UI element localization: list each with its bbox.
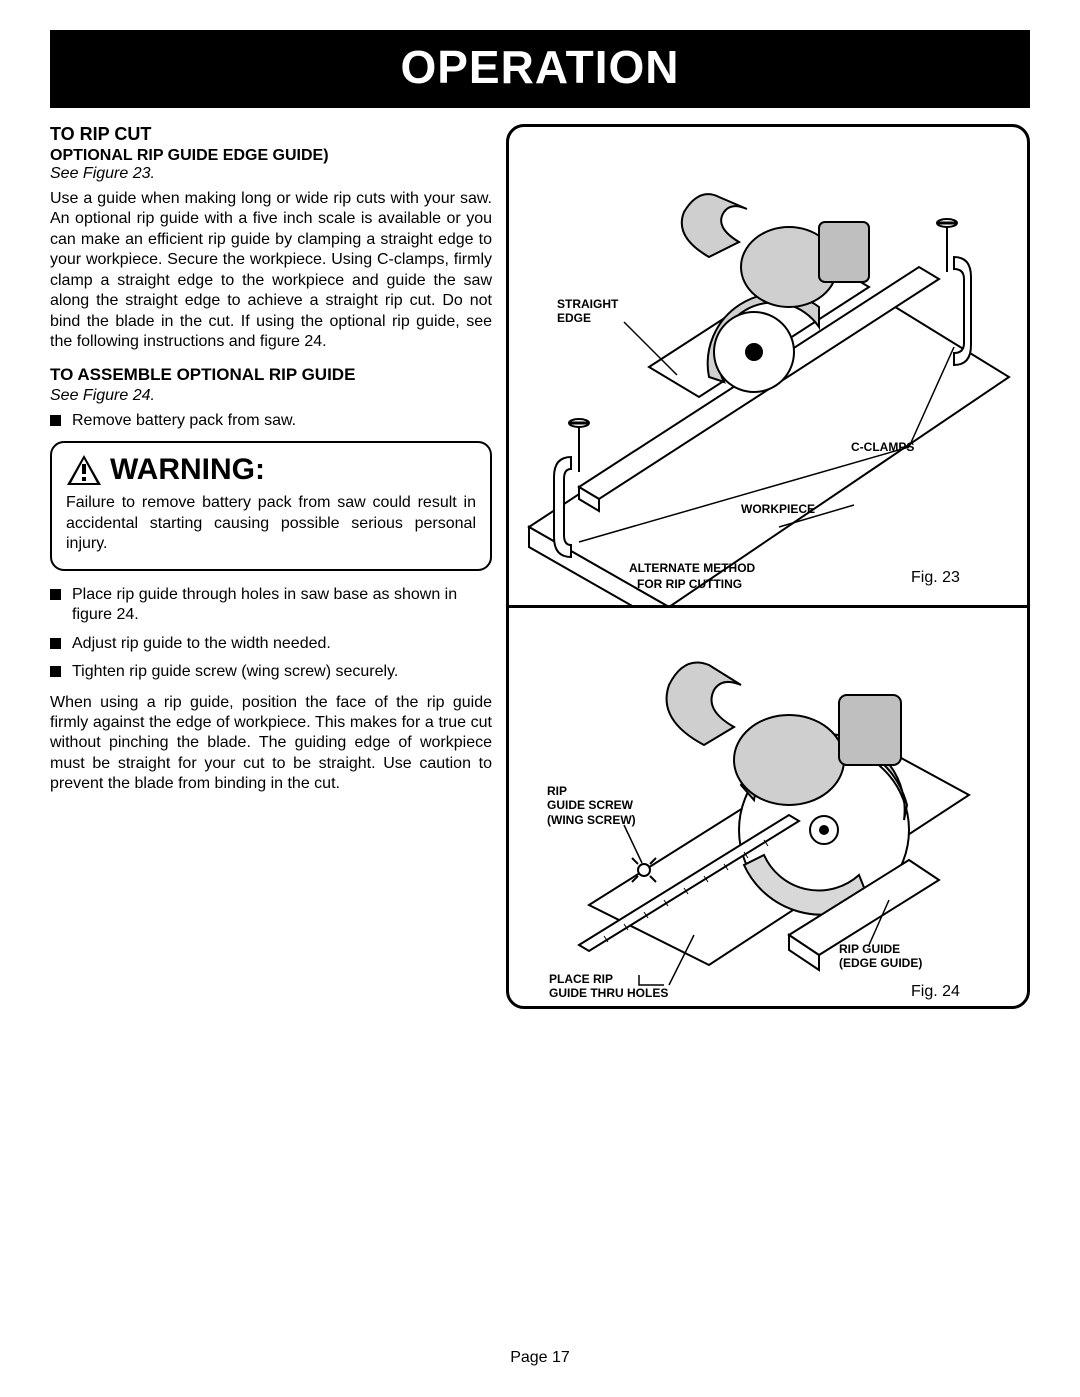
label-c-clamps: C-CLAMPS — [851, 440, 914, 454]
warning-title: WARNING: — [110, 453, 265, 487]
bullet-place-rip-guide: Place rip guide through holes in saw bas… — [50, 585, 492, 626]
warning-text: Failure to remove battery pack from saw … — [66, 493, 476, 554]
fig23-caption2: FOR RIP CUTTING — [637, 577, 742, 591]
section1-seefig: See Figure 23. — [50, 165, 492, 183]
label-place-rip-guide: PLACE RIP GUIDE THRU HOLES — [549, 972, 668, 1001]
label-workpiece: WORKPIECE — [741, 502, 815, 516]
section2-title: TO ASSEMBLE OPTIONAL RIP GUIDE — [50, 365, 492, 385]
label-rip-guide-screw: RIP GUIDE SCREW (WING SCREW) — [547, 784, 636, 827]
right-column: STRAIGHT EDGE C-CLAMPS WORKPIECE ALTERNA… — [506, 124, 1030, 1009]
section2-seefig: See Figure 24. — [50, 387, 492, 405]
bullet-adjust-rip-guide: Adjust rip guide to the width needed. — [50, 634, 492, 654]
left-column: TO RIP CUT OPTIONAL RIP GUIDE EDGE GUIDE… — [50, 124, 492, 1009]
figure-frame: STRAIGHT EDGE C-CLAMPS WORKPIECE ALTERNA… — [506, 124, 1030, 1009]
section1-para: Use a guide when making long or wide rip… — [50, 189, 492, 353]
banner-title: OPERATION — [50, 30, 1030, 108]
para2: When using a rip guide, position the fac… — [50, 693, 492, 795]
page-number: Page 17 — [0, 1349, 1080, 1367]
section1-subtitle: OPTIONAL RIP GUIDE EDGE GUIDE) — [50, 147, 492, 165]
fig24-number: Fig. 24 — [911, 983, 960, 1001]
fig23-number: Fig. 23 — [911, 569, 960, 587]
label-straight-edge: STRAIGHT EDGE — [557, 297, 618, 326]
warning-icon — [66, 454, 102, 486]
fig23-caption1: ALTERNATE METHOD — [629, 561, 755, 575]
bullet-remove-battery: Remove battery pack from saw. — [50, 411, 492, 431]
warning-box: WARNING: Failure to remove battery pack … — [50, 441, 492, 570]
section1-title: TO RIP CUT — [50, 124, 492, 145]
bullet-tighten-screw: Tighten rip guide screw (wing screw) sec… — [50, 662, 492, 682]
label-rip-guide: RIP GUIDE (EDGE GUIDE) — [839, 942, 922, 971]
